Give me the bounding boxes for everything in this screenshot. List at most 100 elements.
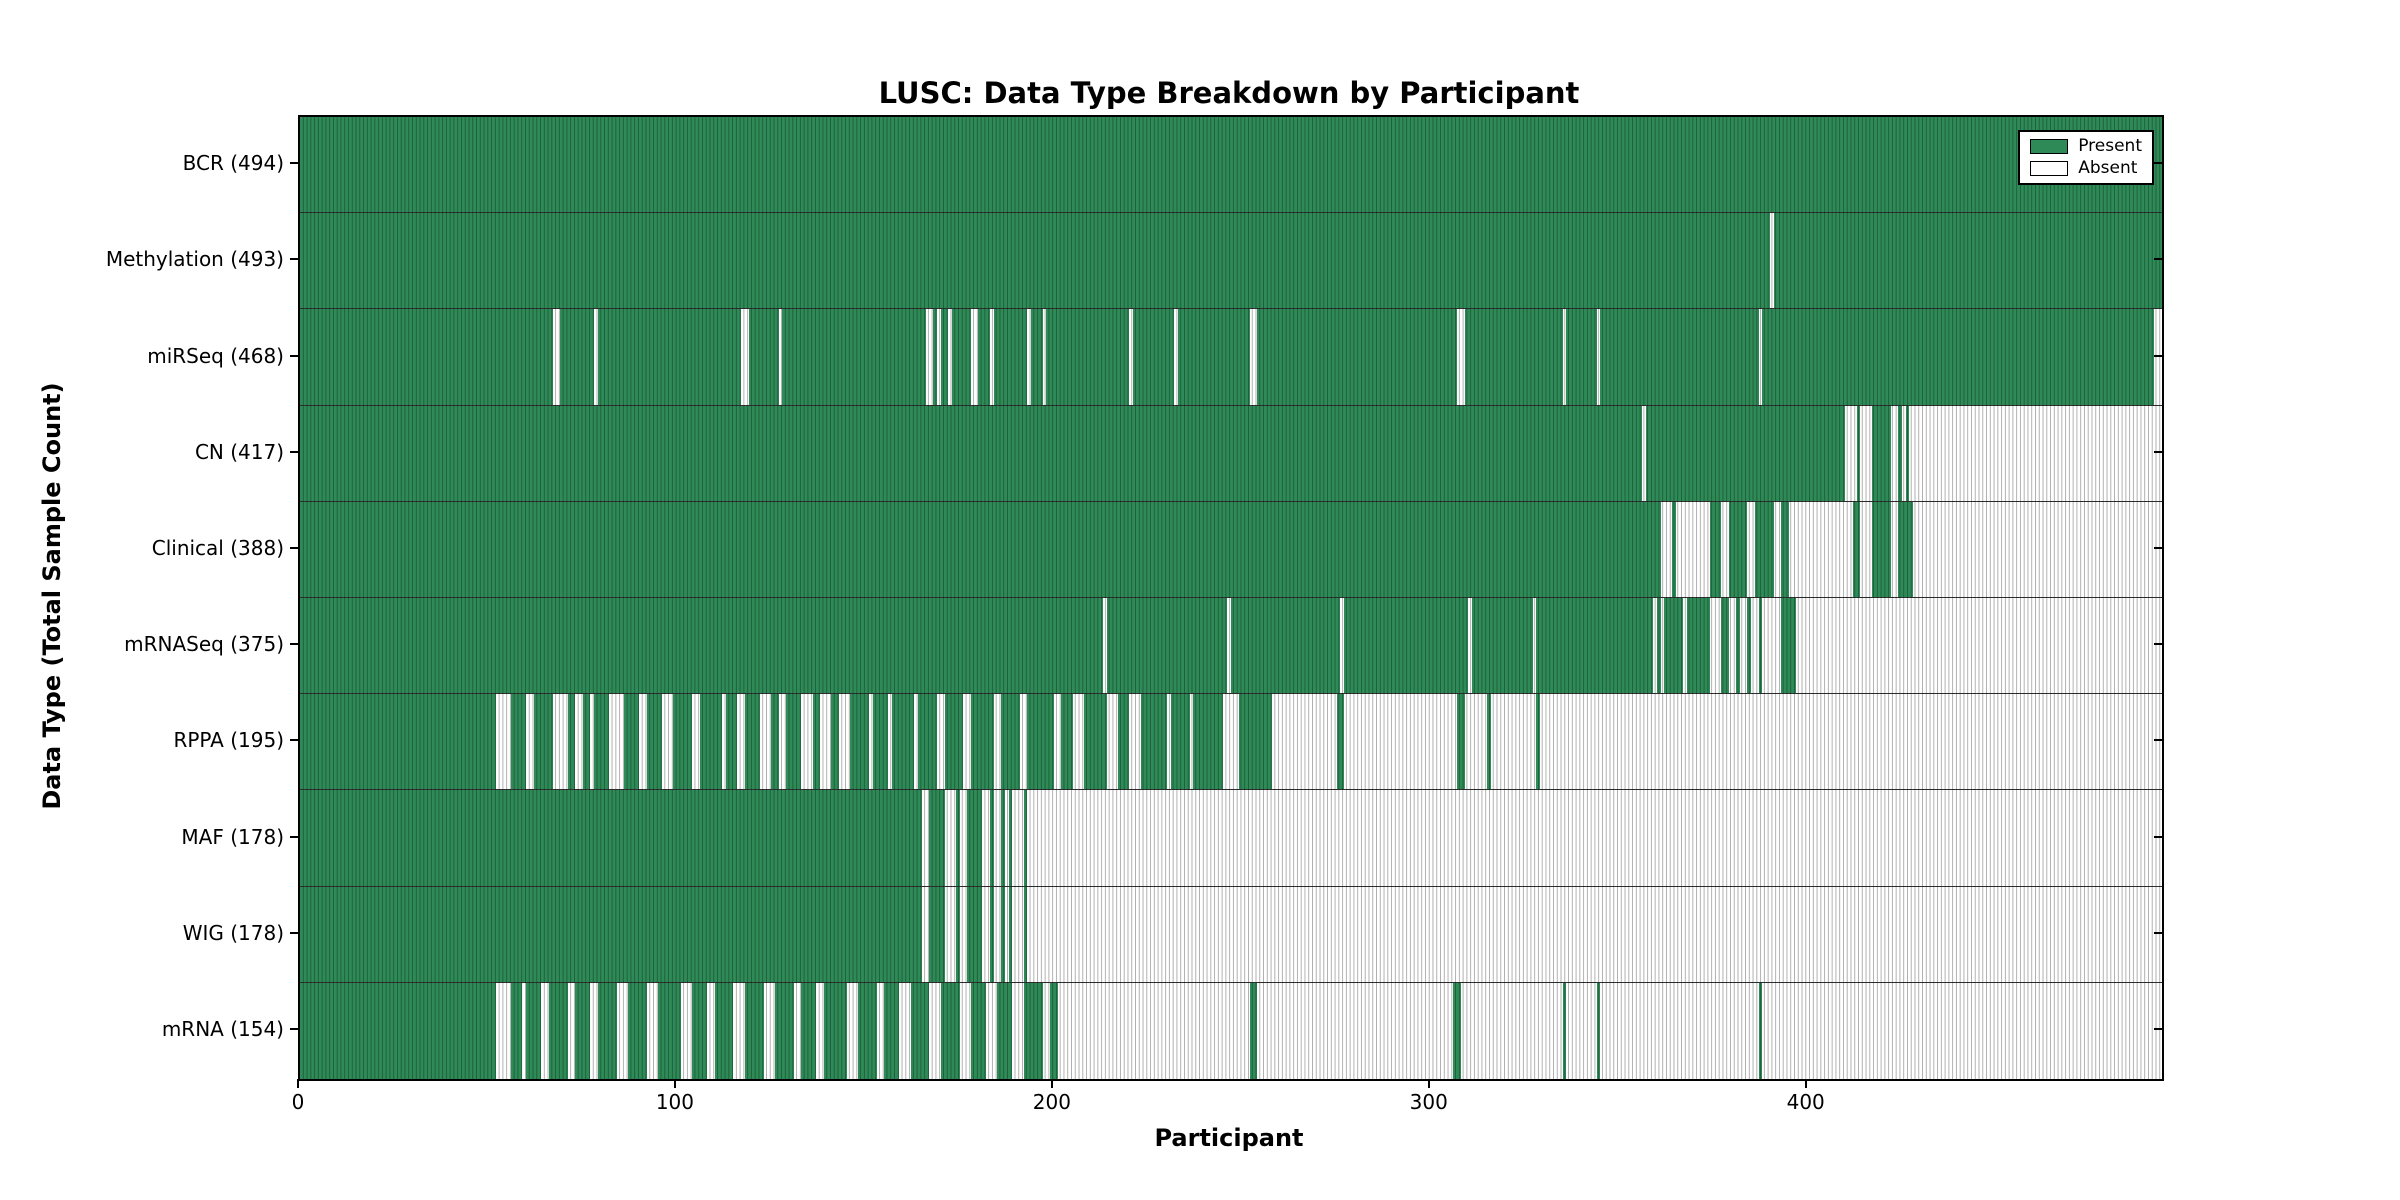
x-tick-mark [1427, 1079, 1430, 1088]
present-segment [1464, 309, 1563, 405]
left-tick-mark [290, 835, 298, 838]
present-segment [300, 694, 496, 790]
left-tick-mark [290, 546, 298, 549]
heatmap-row-rppa [300, 694, 2162, 791]
present-segment [511, 694, 527, 790]
heatmap-row-mrna [300, 982, 2162, 1079]
present-segment [1238, 694, 1273, 790]
present-segment [978, 309, 990, 405]
present-segment [1061, 694, 1073, 790]
y-tick-label-clinical: Clinical (388) [151, 535, 284, 560]
present-segment [929, 886, 945, 982]
present-segment [1871, 405, 1891, 501]
y-tick-label-rppa: RPPA (195) [173, 728, 284, 753]
present-segment [1905, 405, 1910, 501]
present-segment [567, 694, 576, 790]
present-segment [300, 309, 553, 405]
left-tick-mark [290, 931, 298, 934]
present-segment [646, 694, 662, 790]
present-segment [300, 982, 496, 1079]
x-tick-mark [673, 1079, 676, 1088]
present-segment [1762, 309, 2155, 405]
y-tick-label-maf: MAF (178) [181, 824, 284, 849]
present-segment [1023, 982, 1043, 1079]
present-segment [1084, 694, 1107, 790]
x-tick-label-400: 400 [1786, 1090, 1825, 1114]
present-segment [884, 982, 900, 1079]
present-segment [1178, 309, 1250, 405]
present-segment [944, 694, 964, 790]
present-segment [1736, 597, 1740, 694]
present-segment [1472, 597, 1533, 694]
present-segment [1664, 597, 1684, 694]
present-segment [699, 694, 723, 790]
x-tick-label-300: 300 [1409, 1090, 1448, 1114]
present-segment [1008, 886, 1013, 982]
present-segment [1344, 597, 1469, 694]
present-segment [300, 790, 922, 886]
present-segment [560, 309, 594, 405]
present-segment [1008, 790, 1013, 886]
present-segment [1656, 597, 1661, 694]
absent-swatch-icon [2030, 161, 2069, 176]
present-segment [624, 694, 640, 790]
y-tick-label-wig: WIG (178) [182, 920, 284, 945]
present-segment [1453, 982, 1461, 1079]
right-tick-mark [2154, 1027, 2162, 1030]
heatmap-row-mrnaseq [300, 597, 2162, 695]
left-tick-mark [290, 450, 298, 453]
present-segment [1566, 309, 1597, 405]
present-segment [989, 790, 994, 886]
present-segment [1562, 982, 1567, 1079]
present-segment [582, 694, 591, 790]
present-segment [857, 982, 877, 1079]
heatmap-row-cn [300, 405, 2162, 502]
present-segment [1856, 405, 1861, 501]
y-tick-label-methylation: Methylation (493) [105, 247, 284, 272]
present-segment [1031, 309, 1043, 405]
present-segment [597, 309, 741, 405]
present-segment [1140, 694, 1167, 790]
present-segment [989, 886, 994, 982]
present-segment [933, 309, 937, 405]
present-segment [967, 886, 983, 982]
present-segment [1133, 309, 1175, 405]
present-segment [1046, 309, 1130, 405]
right-tick-mark [2154, 546, 2162, 549]
present-segment [1781, 597, 1797, 694]
present-segment [1457, 694, 1465, 790]
left-tick-mark [290, 739, 298, 742]
present-segment [1001, 790, 1005, 886]
present-segment [910, 982, 930, 1079]
present-segment [970, 982, 986, 1079]
present-segment [955, 790, 960, 886]
present-segment [1487, 694, 1492, 790]
legend-item-absent: Absent [2030, 160, 2142, 177]
legend-present-label: Present [2078, 136, 2142, 156]
legend: Present Absent [2018, 130, 2154, 185]
right-tick-mark [2154, 354, 2162, 357]
present-segment [850, 694, 870, 790]
present-segment [1754, 501, 1774, 597]
present-segment [1898, 501, 1914, 597]
present-segment [1758, 597, 1763, 694]
present-segment [940, 309, 949, 405]
present-segment [1596, 982, 1601, 1079]
x-tick-label-100: 100 [655, 1090, 695, 1114]
x-tick-mark [1050, 1079, 1053, 1088]
left-tick-mark [290, 354, 298, 357]
present-segment [1600, 309, 1759, 405]
present-segment [1027, 694, 1054, 790]
present-segment [1336, 694, 1345, 790]
present-segment [1758, 982, 1763, 1079]
present-segment [744, 694, 760, 790]
chart-title: LUSC: Data Type Breakdown by Participant [878, 76, 1580, 110]
present-segment [300, 501, 1661, 597]
present-segment [1023, 886, 1028, 982]
present-segment [1023, 790, 1028, 886]
present-segment [714, 982, 734, 1079]
present-segment [300, 405, 1642, 501]
present-segment [533, 694, 553, 790]
present-segment [774, 982, 794, 1079]
